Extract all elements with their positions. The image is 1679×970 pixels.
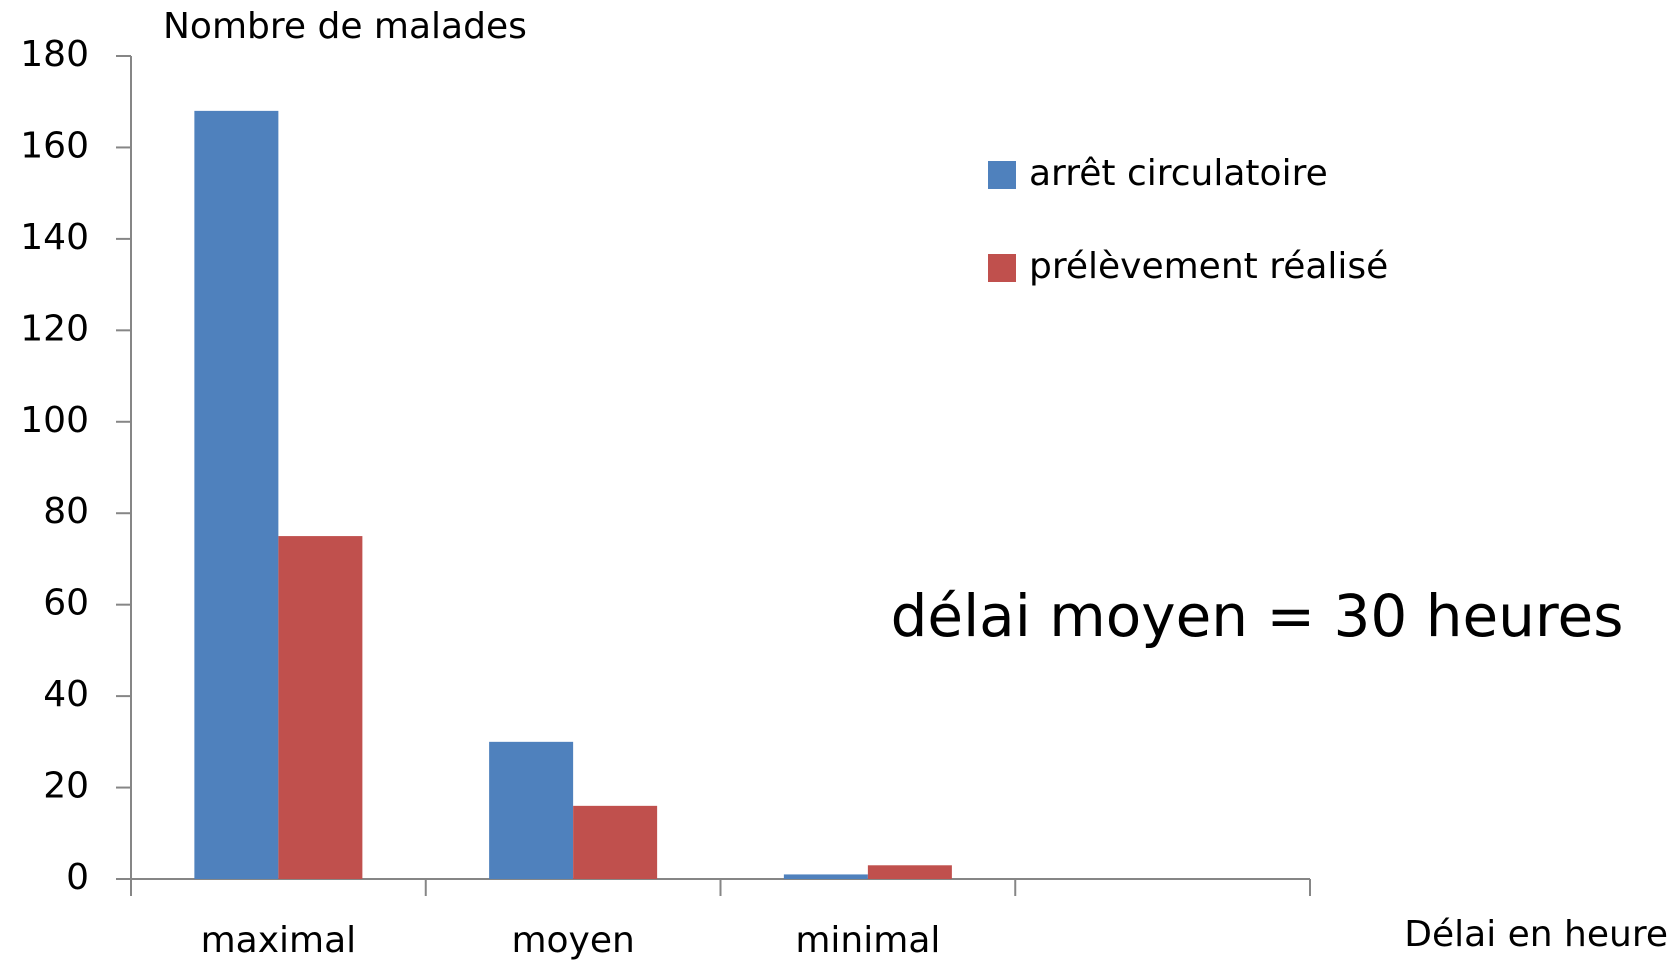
y-tick-label: 140 xyxy=(20,217,89,258)
y-tick-label: 80 xyxy=(43,491,89,532)
x-tick-label: moyen xyxy=(511,920,634,961)
y-tick-label: 40 xyxy=(43,674,89,715)
y-tick-label: 100 xyxy=(20,400,89,441)
bar xyxy=(489,741,574,879)
legend-swatch xyxy=(988,161,1016,189)
bar xyxy=(194,110,279,879)
y-tick-label: 180 xyxy=(20,34,89,75)
chart-title: Nombre de malades xyxy=(163,6,527,47)
y-tick-label: 0 xyxy=(66,857,89,898)
y-tick-label: 20 xyxy=(43,766,89,807)
bar xyxy=(278,536,363,879)
x-tick-label: maximal xyxy=(201,920,357,961)
bar xyxy=(573,805,658,879)
legend-label: prélèvement réalisé xyxy=(1029,246,1388,287)
bar xyxy=(867,865,952,879)
y-tick-label: 120 xyxy=(20,308,89,349)
annotation: délai moyen = 30 heures xyxy=(891,582,1624,650)
x-tick-label: minimal xyxy=(795,920,940,961)
legend-label: arrêt circulatoire xyxy=(1029,153,1328,194)
x-axis-label: Délai en heure xyxy=(1404,914,1668,955)
y-tick-label: 160 xyxy=(20,125,89,166)
legend-swatch xyxy=(988,254,1016,282)
y-tick-label: 60 xyxy=(43,583,89,624)
bar xyxy=(783,874,868,879)
